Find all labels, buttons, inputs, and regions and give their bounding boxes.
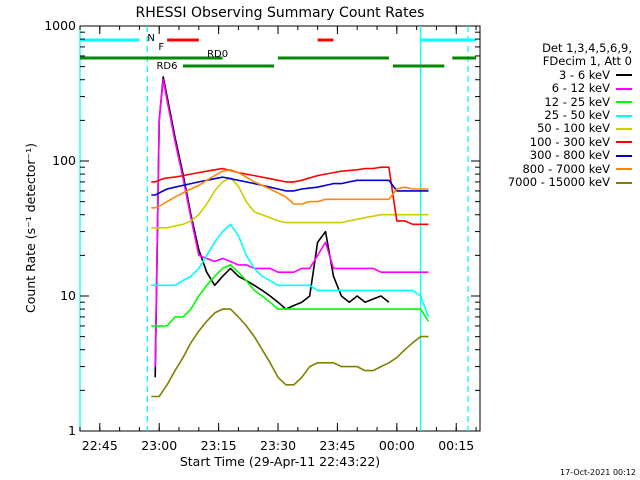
- legend-entry-swatch: [616, 154, 632, 157]
- series-line-25-50-kev: [151, 223, 430, 318]
- legend-entry-label: 800 - 7000 keV: [522, 161, 610, 176]
- legend-entry-label: 7000 - 15000 keV: [507, 175, 610, 190]
- legend-entries: 3 - 6 keV 6 - 12 keV 12 - 25 keV 25 - 50 ke…: [507, 67, 632, 190]
- legend-entry: 100 - 300 keV: [508, 134, 632, 149]
- render-timestamp: 17-Oct-2021 00:12: [560, 468, 636, 477]
- legend-entry-swatch: [616, 181, 632, 184]
- series-line-50-100-kev: [151, 177, 429, 229]
- legend-entry-label: 50 - 100 keV: [537, 121, 610, 136]
- chart-title: RHESSI Observing Summary Count Rates: [136, 5, 425, 21]
- series-lines: [151, 76, 430, 398]
- legend-entry-label: 300 - 800 keV: [529, 148, 610, 163]
- legend-entry: 800 - 7000 keV: [508, 161, 632, 176]
- x-tick-label-0015: 00:15: [438, 438, 474, 453]
- legend-entry: 50 - 100 keV: [508, 122, 632, 135]
- legend-entry-swatch: [616, 114, 632, 117]
- legend-entry: 25 - 50 keV: [508, 108, 632, 123]
- legend-entry-label: 100 - 300 keV: [529, 134, 610, 149]
- y-tick-label-1: 1: [68, 423, 76, 438]
- legend-entry: 6 - 12 keV: [508, 82, 632, 95]
- x-tick-label-2315: 23:15: [201, 438, 237, 453]
- legend-entry: 300 - 800 keV: [508, 149, 632, 162]
- bar-label-rd6: RD6: [156, 61, 177, 72]
- legend-entry-swatch: [616, 87, 632, 90]
- bar-label-n: N: [147, 33, 154, 44]
- legend-entry: 3 - 6 keV: [508, 67, 632, 82]
- legend-entry-label: 25 - 50 keV: [544, 108, 610, 123]
- y-tick-label-100: 100: [52, 153, 76, 168]
- legend-entry-label: 3 - 6 keV: [559, 67, 610, 82]
- x-axis-label: Start Time (29-Apr-11 22:43:22): [180, 454, 380, 469]
- series-line-100-300-kev: [151, 166, 429, 226]
- time-markers: [79, 26, 469, 431]
- y-tick-label-10: 10: [60, 288, 76, 303]
- bar-label-rd0: RD0: [207, 49, 228, 60]
- y-tick-label-1000: 1000: [44, 18, 76, 33]
- x-axis-ticks: 22:45 23:00 23:15 23:30 23:45 00:00 00:15: [79, 26, 477, 453]
- y-axis-label: Count Rate (s⁻¹ detector⁻¹): [23, 143, 38, 313]
- x-tick-label-2330: 23:30: [260, 438, 296, 453]
- legend-entry-swatch: [616, 127, 632, 130]
- series-line-3-6-kev: [154, 76, 390, 378]
- x-tick-label-0000: 00:00: [379, 438, 415, 453]
- legend-entry: 7000 - 15000 keV: [507, 175, 632, 190]
- legend-entry-swatch: [616, 141, 632, 144]
- x-tick-label-2300: 23:00: [141, 438, 177, 453]
- legend-entry-label: 12 - 25 keV: [544, 94, 610, 109]
- x-tick-label-2345: 23:45: [319, 438, 355, 453]
- legend-entry-swatch: [616, 101, 632, 104]
- legend-header-decimation: FDecim 1, Att 0: [542, 54, 632, 69]
- legend-entry-swatch: [616, 74, 632, 77]
- legend-entry-swatch: [616, 168, 632, 171]
- series-line-300-800-kev: [151, 176, 429, 196]
- legend: Det 1,3,4,5,6,9, FDecim 1, Att 0 3 - 6 k…: [507, 41, 632, 190]
- series-line-7000-15000-kev: [151, 308, 429, 398]
- series-line-12-25-kev: [151, 264, 430, 327]
- bar-label-f: F: [158, 42, 164, 53]
- x-tick-label-2245: 22:45: [82, 438, 118, 453]
- legend-header-detectors: Det 1,3,4,5,6,9,: [542, 41, 632, 55]
- legend-entry: 12 - 25 keV: [508, 94, 632, 109]
- series-line-800-7000-kev: [151, 169, 429, 209]
- series-line-6-12-kev: [154, 78, 429, 367]
- attenuator-state-bars: NF RD0 RD6: [80, 33, 477, 72]
- legend-entry-label: 6 - 12 keV: [551, 81, 610, 96]
- y-axis-ticks: 1 10 100 1000: [44, 18, 480, 438]
